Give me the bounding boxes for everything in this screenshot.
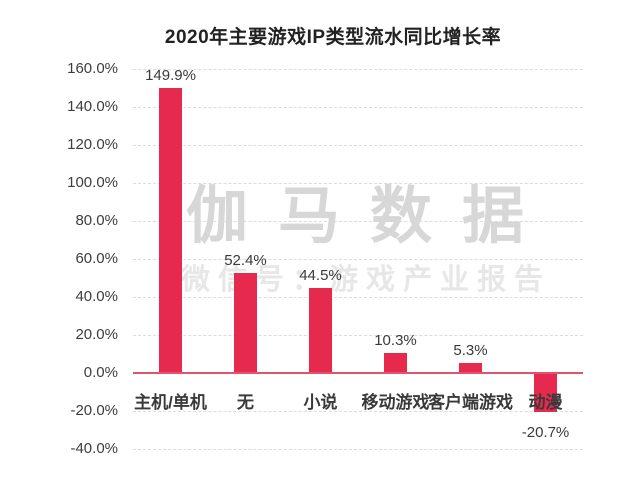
x-axis-category-label: 小说 — [303, 393, 338, 412]
x-axis-category-label: 动漫 — [528, 393, 563, 412]
gridline — [133, 411, 583, 412]
bar-value-label: 44.5% — [299, 267, 342, 285]
gridline — [133, 297, 583, 298]
gridline — [133, 183, 583, 184]
y-axis-tick-label: 100.0% — [67, 174, 118, 191]
chart-title: 2020年主要游戏IP类型流水同比增长率 — [164, 27, 502, 48]
y-axis-tick-label: 140.0% — [67, 98, 118, 115]
y-axis-tick-label: 0.0% — [83, 364, 118, 381]
y-axis-tick-label: -20.0% — [70, 402, 118, 419]
bar — [309, 288, 332, 373]
x-axis-category-label: 主机/单机 — [134, 393, 207, 412]
bar — [159, 88, 182, 373]
zero-axis-line — [133, 372, 583, 374]
bar — [459, 362, 482, 373]
bar — [234, 273, 257, 373]
x-axis-category-label: 移动游戏 — [361, 393, 430, 412]
x-axis-category-label: 无 — [237, 393, 254, 412]
y-axis-tick-label: 20.0% — [75, 326, 118, 343]
gridline — [133, 107, 583, 108]
gridline — [133, 221, 583, 222]
y-axis-tick-label: 60.0% — [75, 250, 118, 267]
y-axis-tick-label: 120.0% — [67, 136, 118, 153]
y-axis-tick-label: 40.0% — [75, 288, 118, 305]
bar-value-label: 10.3% — [374, 332, 417, 350]
y-axis-tick-label: 160.0% — [67, 60, 118, 77]
bar — [534, 373, 557, 413]
x-axis-category-label: 客户端游戏 — [428, 393, 513, 412]
watermark-text: 伽马数据 — [186, 182, 555, 251]
bar-value-label: 5.3% — [453, 341, 488, 359]
y-axis-tick-label: -40.0% — [70, 440, 118, 457]
gridline — [133, 145, 583, 146]
y-axis-tick-label: 80.0% — [75, 212, 118, 229]
gridline — [133, 449, 583, 450]
bar — [384, 353, 407, 373]
bar-value-label: 52.4% — [224, 252, 267, 270]
gridline — [133, 335, 583, 336]
bar-value-label: -20.7% — [521, 424, 570, 442]
gridline — [133, 69, 583, 70]
bar-value-label: 149.9% — [145, 67, 196, 85]
gridline — [133, 259, 583, 260]
